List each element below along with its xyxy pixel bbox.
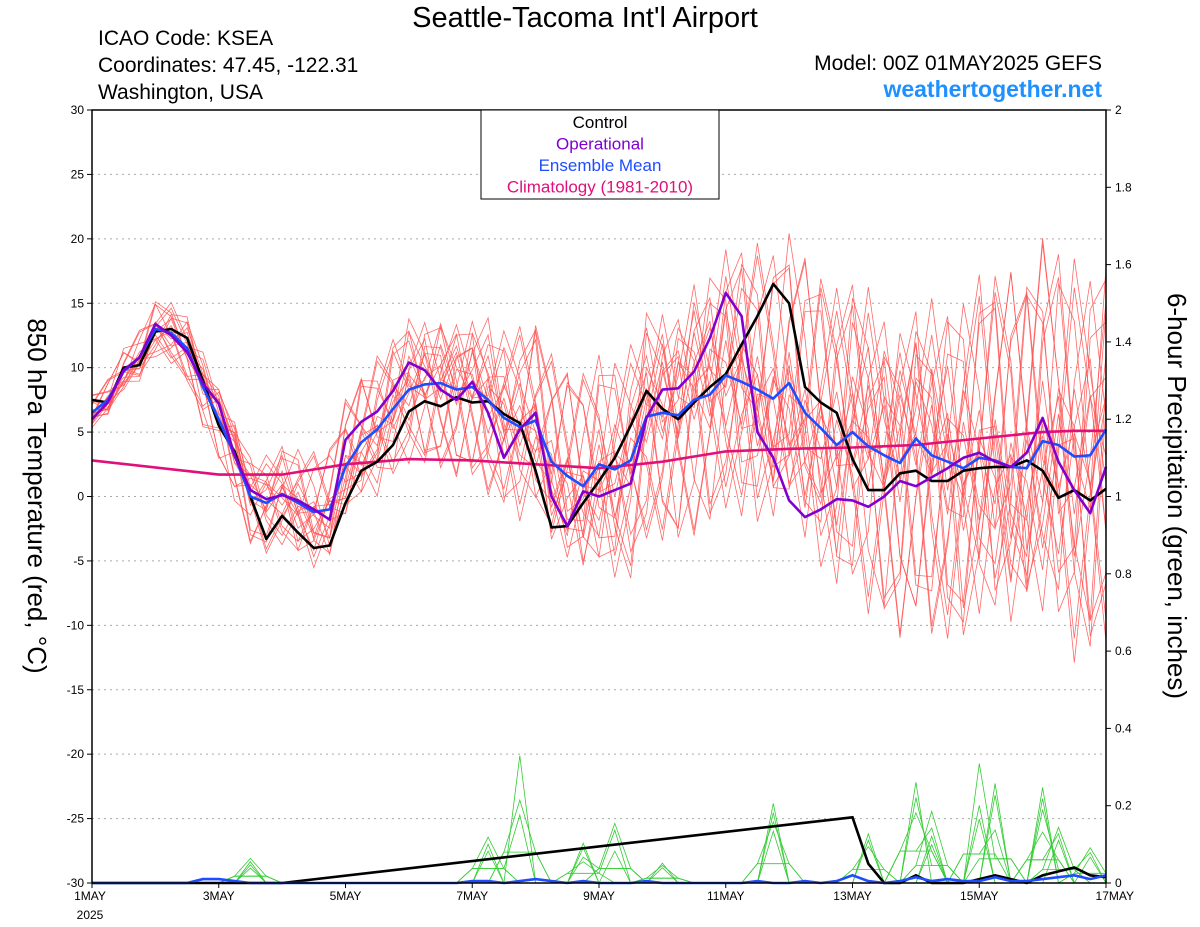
legend-entry: Climatology (1981-2010) bbox=[507, 178, 693, 197]
ensemble-members bbox=[91, 233, 1107, 885]
left-tick-label: 0 bbox=[77, 490, 84, 504]
left-tick-label: 15 bbox=[71, 296, 85, 310]
legend-entry: Operational bbox=[556, 135, 644, 154]
legend: Control Operational Ensemble Mean Climatolo… bbox=[480, 109, 720, 200]
x-tick-label: 5MAY bbox=[330, 889, 362, 903]
left-tick-label: -30 bbox=[67, 876, 85, 890]
coordinates: Coordinates: 47.45, -122.31 bbox=[98, 54, 359, 77]
x-tick-label: 13MAY bbox=[833, 889, 871, 903]
ensemble-member-temp-line bbox=[91, 278, 1107, 621]
ensemble-member-temp-line bbox=[91, 243, 1107, 604]
left-tick-label: -15 bbox=[67, 683, 85, 697]
series-line-ensemble-mean bbox=[91, 327, 1108, 514]
ensemble-member-precip-line bbox=[92, 755, 1107, 885]
axes: 302520151050-5-10-15-20-25-3021.81.61.41… bbox=[67, 103, 1134, 922]
right-tick-label: 1.4 bbox=[1115, 335, 1132, 349]
x-tick-sublabel: 2025 bbox=[77, 908, 104, 922]
right-tick-label: 0 bbox=[1115, 876, 1122, 890]
left-tick-label: 5 bbox=[77, 425, 84, 439]
x-tick-label: 9MAY bbox=[583, 889, 615, 903]
ensemble-member-precip-line bbox=[92, 787, 1106, 885]
right-tick-label: 1.2 bbox=[1115, 412, 1132, 426]
ensemble-member-precip-line bbox=[92, 803, 1106, 884]
left-tick-label: -25 bbox=[67, 812, 85, 826]
location: Washington, USA bbox=[98, 81, 263, 104]
ensemble-member-temp-line bbox=[91, 258, 1107, 606]
left-tick-label: 30 bbox=[71, 103, 85, 117]
legend-entry: Control bbox=[573, 113, 628, 132]
left-axis-title: 850 hPa Temperature (red, °C) bbox=[22, 318, 52, 673]
ensemble-member-temp-line bbox=[91, 267, 1107, 639]
right-tick-label: 0.8 bbox=[1115, 567, 1132, 581]
x-tick-label: 7MAY bbox=[456, 889, 488, 903]
ensemble-member-temp-line bbox=[91, 252, 1107, 615]
ensemble-member-temp-line bbox=[91, 268, 1107, 639]
x-tick-label: 11MAY bbox=[707, 889, 745, 903]
ensemble-member-temp-line bbox=[91, 233, 1107, 608]
right-tick-label: 0.4 bbox=[1115, 721, 1132, 735]
model-run: Model: 00Z 01MAY2025 GEFS bbox=[814, 52, 1102, 75]
right-tick-label: 0.6 bbox=[1115, 644, 1132, 658]
right-tick-label: 1 bbox=[1115, 490, 1122, 504]
page-title: Seattle-Tacoma Int'l Airport bbox=[412, 2, 758, 34]
legend-box bbox=[480, 109, 720, 200]
ensemble-member-temp-line bbox=[91, 271, 1107, 621]
left-tick-label: -5 bbox=[73, 554, 84, 568]
left-tick-label: -10 bbox=[67, 618, 85, 632]
right-tick-label: 0.2 bbox=[1115, 799, 1132, 813]
site-link[interactable]: weathertogether.net bbox=[883, 76, 1102, 102]
series-line-operational bbox=[91, 291, 1108, 528]
ensemble-member-temp-line bbox=[91, 249, 1107, 642]
x-tick-label: 17MAY bbox=[1096, 889, 1134, 903]
left-tick-label: -20 bbox=[67, 747, 85, 761]
x-tick-label: 15MAY bbox=[960, 889, 998, 903]
x-tick-label: 1MAY bbox=[74, 889, 106, 903]
left-tick-label: 10 bbox=[71, 361, 85, 375]
right-tick-label: 2 bbox=[1115, 103, 1122, 117]
x-tick-label: 3MAY bbox=[203, 889, 235, 903]
icao-code: ICAO Code: KSEA bbox=[98, 27, 274, 50]
right-tick-label: 1.8 bbox=[1115, 180, 1132, 194]
right-tick-label: 1.6 bbox=[1115, 258, 1132, 272]
ensemble-member-temp-line bbox=[91, 284, 1107, 663]
series-line-climatology-1981-2010- bbox=[91, 429, 1106, 476]
ensemble-member-temp-line bbox=[91, 242, 1107, 609]
left-tick-label: 25 bbox=[71, 167, 85, 181]
series-line-control bbox=[91, 282, 1107, 550]
left-tick-label: 20 bbox=[71, 232, 85, 246]
right-axis-title: 6-hour Precipitation (green, inches) bbox=[1162, 293, 1192, 699]
legend-entry: Ensemble Mean bbox=[539, 156, 662, 175]
